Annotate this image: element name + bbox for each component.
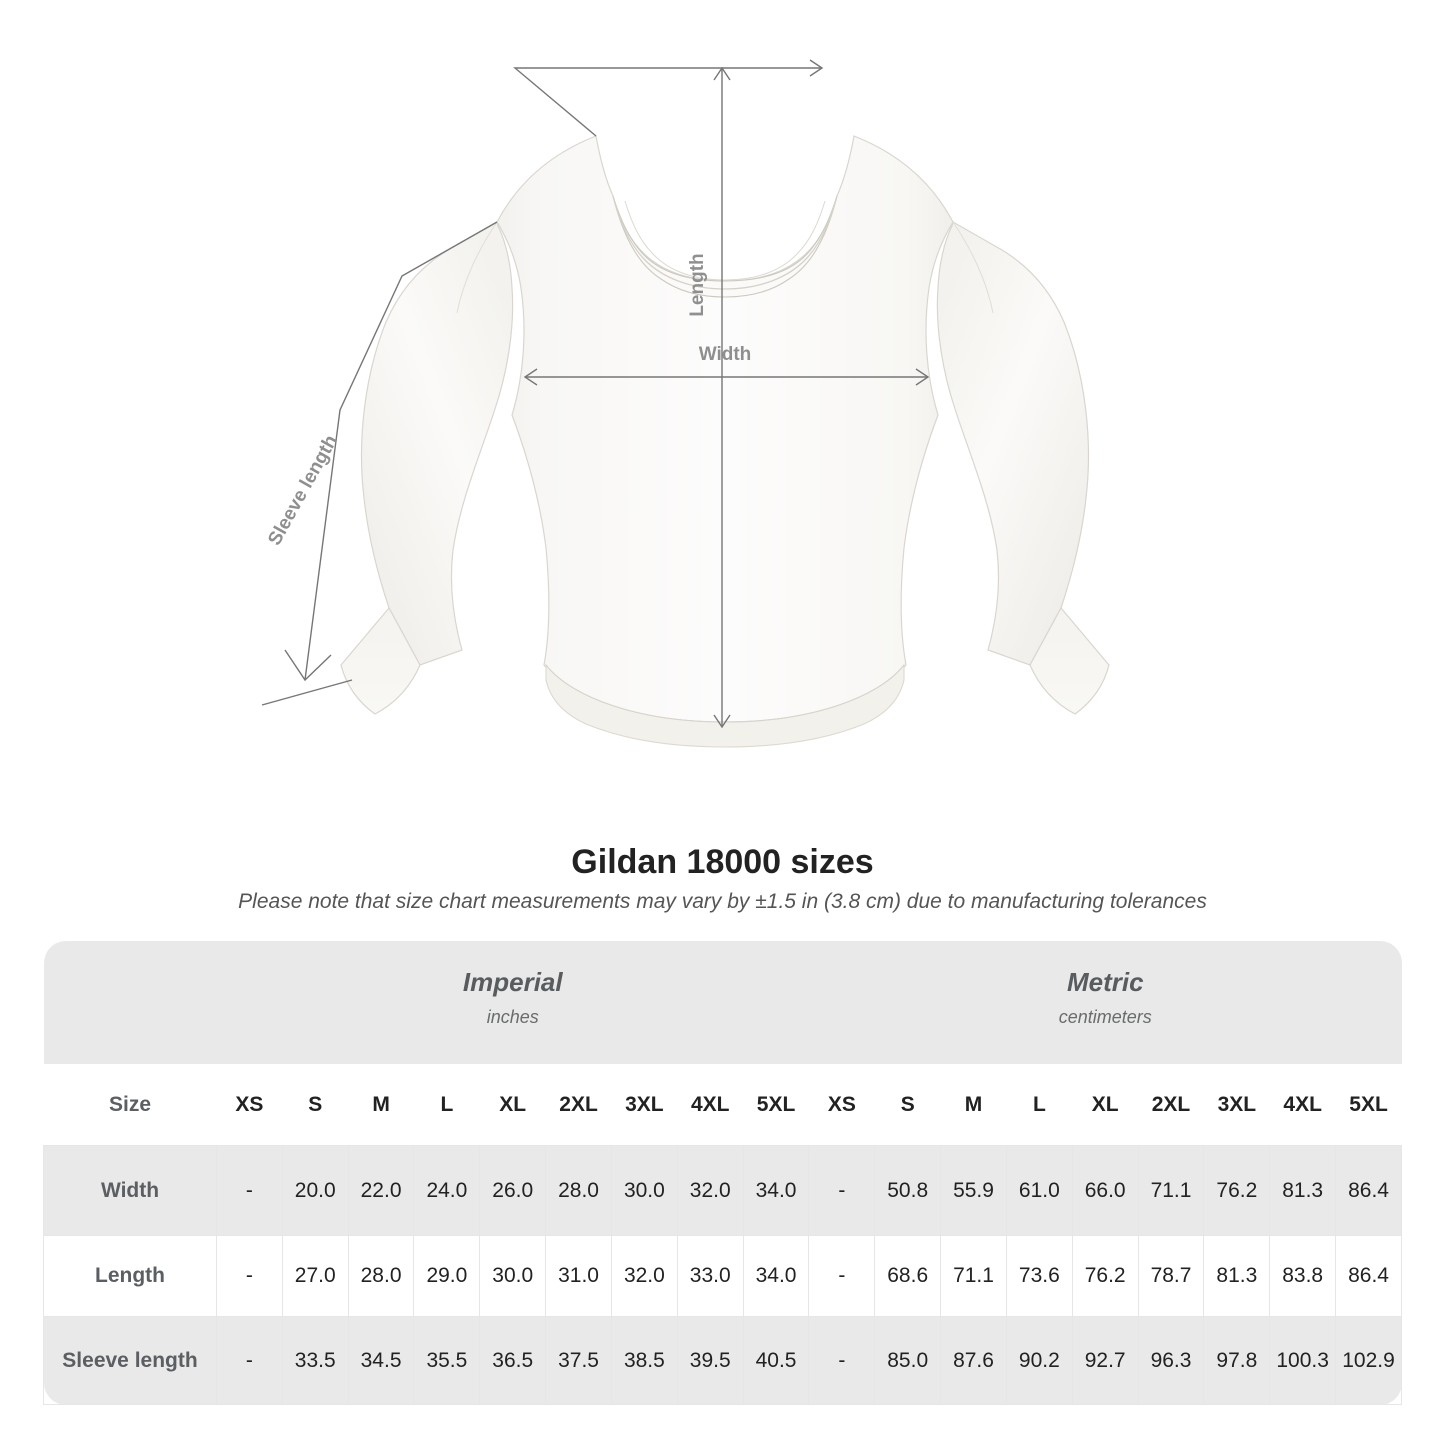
svg-text:Length: Length (687, 253, 708, 316)
svg-text:Width: Width (699, 344, 752, 365)
svg-text:Sleeve length: Sleeve length (264, 432, 342, 549)
